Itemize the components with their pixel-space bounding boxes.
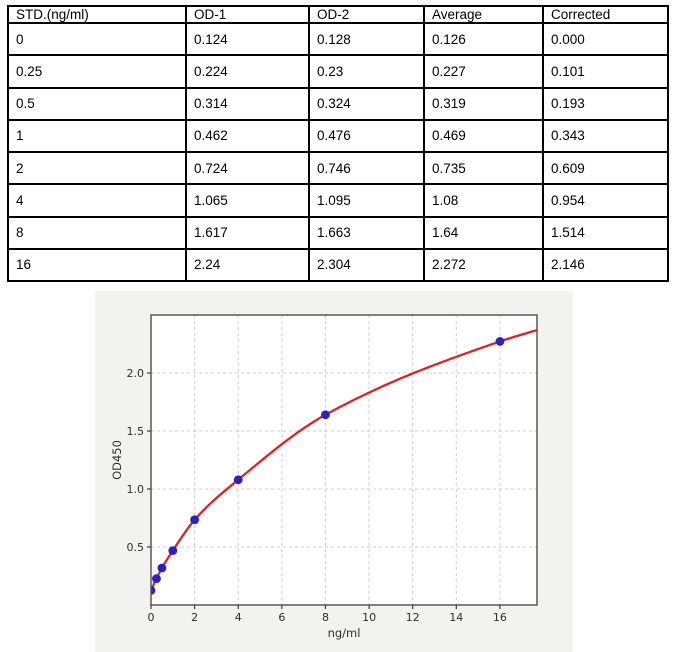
cell-std: 0.5 [7, 86, 187, 121]
cell-od2: 0.746 [308, 150, 425, 186]
y-tick-label: 0.5 [127, 541, 145, 554]
fit-curve-path [151, 328, 537, 592]
fit-curve [151, 328, 537, 592]
cell-od1: 2.24 [185, 247, 310, 283]
col-header-od1: OD-1 [185, 5, 310, 24]
cell-od1: 0.314 [185, 86, 310, 121]
cell-od2: 0.476 [308, 118, 425, 154]
x-tick-label: 4 [235, 611, 242, 624]
plot-area [151, 315, 537, 605]
cell-corrected: 0.193 [542, 86, 669, 121]
cell-od1: 0.724 [185, 150, 310, 186]
cell-corrected: 0.609 [542, 150, 669, 186]
cell-od1: 0.462 [185, 118, 310, 154]
cell-std: 8 [7, 215, 187, 250]
cell-std: 2 [7, 150, 187, 186]
cell-corrected: 0.343 [542, 118, 669, 154]
cell-corrected: 2.146 [542, 247, 669, 283]
cell-od1: 0.124 [185, 21, 310, 57]
cell-average: 0.126 [423, 21, 544, 57]
cell-od2: 1.095 [308, 183, 425, 218]
standard-curve-chart: 0 2 4 6 8 10 12 14 16 0.5 1.0 1.5 2.0 ng/ml OD450 [110, 314, 538, 640]
x-tick-label: 10 [362, 611, 376, 624]
cell-od1: 1.617 [185, 215, 310, 250]
cell-average: 0.469 [423, 118, 544, 154]
y-tick-label: 2.0 [127, 367, 145, 380]
data-point [157, 563, 167, 573]
table-header-row: STD.(ng/ml) OD-1 OD-2 Average Corrected [7, 5, 669, 24]
data-point [190, 515, 200, 525]
cell-average: 1.08 [423, 183, 544, 218]
data-point [151, 585, 156, 595]
cell-corrected: 0.101 [542, 54, 669, 89]
col-header-corrected: Corrected [542, 5, 669, 24]
table-row: 0.5 0.314 0.324 0.319 0.193 [7, 86, 669, 121]
x-tick-label: 16 [493, 611, 507, 624]
cell-od2: 0.324 [308, 86, 425, 121]
x-tick-label: 8 [322, 611, 329, 624]
standard-curve-figure: 0 2 4 6 8 10 12 14 16 0.5 1.0 1.5 2.0 ng/ml OD450 [95, 291, 573, 652]
cell-od1: 1.065 [185, 183, 310, 218]
data-point [233, 475, 243, 485]
standards-table: STD.(ng/ml) OD-1 OD-2 Average Corrected … [7, 5, 669, 283]
cell-std: 0 [7, 21, 187, 57]
data-point [168, 546, 178, 555]
y-tick-label: 1.0 [127, 483, 145, 496]
cell-corrected: 0.954 [542, 183, 669, 218]
table-row: 0.25 0.224 0.23 0.227 0.101 [7, 54, 669, 89]
x-tick-label: 0 [148, 611, 155, 624]
data-point [321, 410, 330, 420]
cell-average: 2.272 [423, 247, 544, 283]
cell-average: 1.64 [423, 215, 544, 250]
y-axis-label: OD450 [110, 440, 124, 480]
cell-average: 0.735 [423, 150, 544, 186]
data-point [152, 574, 161, 584]
gridlines [151, 315, 537, 605]
table-row: 2 0.724 0.746 0.735 0.609 [7, 150, 669, 186]
cell-od2: 0.128 [308, 21, 425, 57]
table-row: 1 0.462 0.476 0.469 0.343 [7, 118, 669, 154]
cell-corrected: 0.000 [542, 21, 669, 57]
data-point [495, 337, 505, 346]
tick-labels: 0 2 4 6 8 10 12 14 16 0.5 1.0 1.5 2.0 [127, 367, 507, 624]
cell-std: 4 [7, 183, 187, 218]
col-header-average: Average [423, 5, 544, 24]
x-tick-label: 2 [191, 611, 198, 624]
cell-od2: 2.304 [308, 247, 425, 283]
x-axis-label: ng/ml [328, 626, 361, 640]
col-header-std: STD.(ng/ml) [7, 5, 187, 24]
table-row: 8 1.617 1.663 1.64 1.514 [7, 215, 669, 250]
x-tick-label: 12 [406, 611, 420, 624]
cell-std: 0.25 [7, 54, 187, 89]
x-tick-label: 14 [449, 611, 463, 624]
plot-border [150, 314, 538, 606]
data-points [151, 337, 505, 595]
cell-average: 0.227 [423, 54, 544, 89]
cell-od1: 0.224 [185, 54, 310, 89]
table-row: 4 1.065 1.095 1.08 0.954 [7, 183, 669, 218]
cell-corrected: 1.514 [542, 215, 669, 250]
y-tick-label: 1.5 [127, 425, 145, 438]
col-header-od2: OD-2 [308, 5, 425, 24]
cell-std: 1 [7, 118, 187, 154]
table-row: 16 2.24 2.304 2.272 2.146 [7, 247, 669, 283]
cell-average: 0.319 [423, 86, 544, 121]
cell-od2: 1.663 [308, 215, 425, 250]
x-tick-label: 6 [278, 611, 285, 624]
cell-od2: 0.23 [308, 54, 425, 89]
cell-std: 16 [7, 247, 187, 283]
table-row: 0 0.124 0.128 0.126 0.000 [7, 21, 669, 57]
